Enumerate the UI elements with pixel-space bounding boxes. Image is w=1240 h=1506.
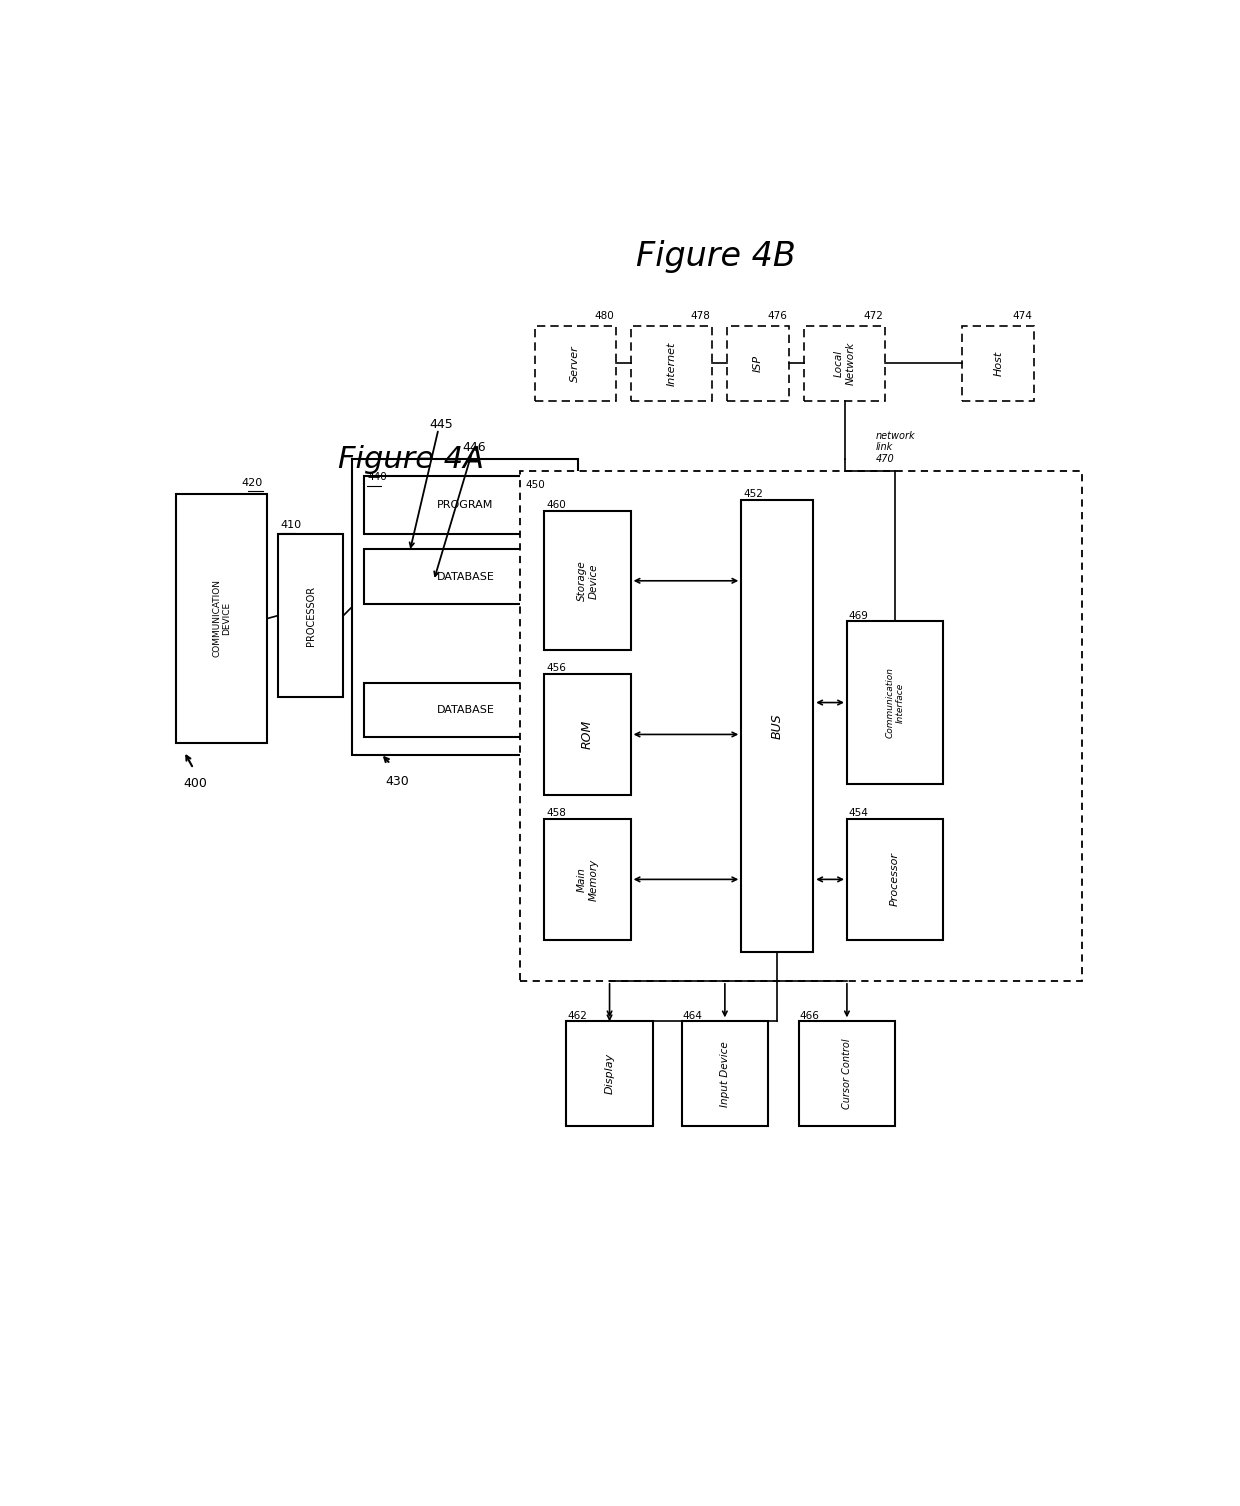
Text: Display: Display <box>605 1053 615 1095</box>
Text: 440: 440 <box>367 473 387 482</box>
Text: 410: 410 <box>281 520 303 530</box>
Bar <box>727 325 789 401</box>
Bar <box>352 459 578 755</box>
Text: network
link
470: network link 470 <box>875 431 915 464</box>
Text: 478: 478 <box>691 312 711 321</box>
Text: Local
Network: Local Network <box>833 342 856 386</box>
Bar <box>176 494 268 742</box>
Bar <box>544 819 631 940</box>
Text: 472: 472 <box>863 312 883 321</box>
Text: Figure 4A: Figure 4A <box>337 444 484 473</box>
Text: COMMUNICATION
DEVICE: COMMUNICATION DEVICE <box>212 580 232 658</box>
Bar <box>682 1021 768 1126</box>
Text: 462: 462 <box>567 1011 588 1021</box>
Text: Input Device: Input Device <box>720 1041 730 1107</box>
Text: 460: 460 <box>546 500 565 511</box>
Bar <box>962 325 1034 401</box>
Bar <box>544 673 631 795</box>
Text: PROGRAM: PROGRAM <box>438 500 494 511</box>
Bar <box>365 682 567 738</box>
Text: 400: 400 <box>184 777 208 791</box>
Text: 452: 452 <box>743 489 763 498</box>
Text: 466: 466 <box>800 1011 820 1021</box>
Text: 469: 469 <box>849 610 869 620</box>
Text: 480: 480 <box>595 312 614 321</box>
Bar <box>521 470 1083 980</box>
Bar <box>567 1021 652 1126</box>
Bar <box>847 819 942 940</box>
Text: Cursor Control: Cursor Control <box>842 1038 852 1108</box>
Bar <box>365 550 567 604</box>
Text: 476: 476 <box>768 312 787 321</box>
Text: Processor: Processor <box>890 852 900 907</box>
Text: 464: 464 <box>682 1011 703 1021</box>
Text: PROCESSOR: PROCESSOR <box>306 586 316 646</box>
Text: Figure 4B: Figure 4B <box>635 239 795 273</box>
Text: BUS: BUS <box>771 712 784 738</box>
Text: 446: 446 <box>463 441 486 453</box>
Text: 454: 454 <box>849 807 869 818</box>
Bar <box>847 622 942 783</box>
Text: Internet: Internet <box>667 342 677 386</box>
Text: Storage
Device: Storage Device <box>577 560 598 601</box>
Text: 430: 430 <box>386 776 409 788</box>
Text: 458: 458 <box>546 807 565 818</box>
Text: 445: 445 <box>429 417 453 431</box>
Bar <box>804 325 885 401</box>
Bar <box>631 325 712 401</box>
Text: ISP: ISP <box>753 355 763 372</box>
Bar <box>278 535 343 697</box>
Text: Server: Server <box>570 345 580 381</box>
Text: DATABASE: DATABASE <box>436 705 495 715</box>
Bar <box>742 500 813 952</box>
Bar <box>799 1021 895 1126</box>
Bar <box>365 476 567 535</box>
Text: Main
Memory: Main Memory <box>577 858 598 901</box>
Text: 456: 456 <box>546 663 565 673</box>
Text: Host: Host <box>993 351 1003 376</box>
Bar <box>544 511 631 651</box>
Bar <box>534 325 616 401</box>
Text: 474: 474 <box>1013 312 1033 321</box>
Text: ROM: ROM <box>582 720 594 748</box>
Text: 420: 420 <box>242 477 263 488</box>
Text: Communication
Interface: Communication Interface <box>885 667 905 738</box>
Text: 450: 450 <box>525 480 544 489</box>
Text: DATABASE: DATABASE <box>436 572 495 581</box>
